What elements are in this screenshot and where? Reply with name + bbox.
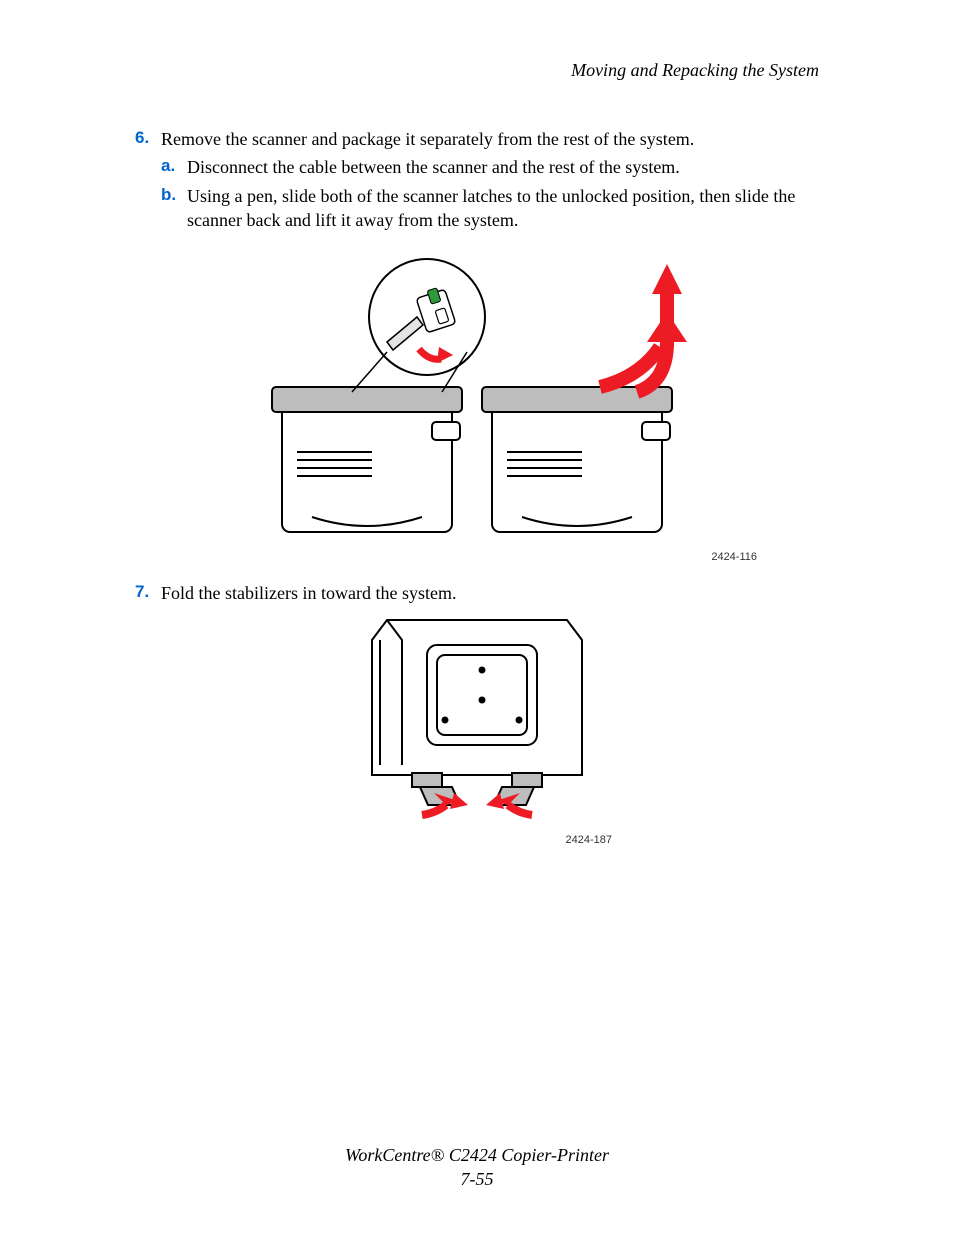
step-6b-marker: b. (161, 184, 176, 207)
figure-2-caption: 2424-187 (342, 834, 612, 846)
step-6b: b. Using a pen, slide both of the scanne… (161, 184, 819, 233)
step-6-marker: 6. (135, 127, 149, 150)
step-6b-text: Using a pen, slide both of the scanner l… (187, 186, 795, 230)
figure-scanner-latch: 2424-116 (135, 242, 819, 563)
step-6-substeps: a. Disconnect the cable between the scan… (161, 155, 819, 232)
step-7: 7. Fold the stabilizers in toward the sy… (135, 581, 819, 605)
footer-product: WorkCentre® C2424 Copier-Printer (0, 1144, 954, 1167)
step-6a: a. Disconnect the cable between the scan… (161, 155, 819, 179)
step-6a-text: Disconnect the cable between the scanner… (187, 157, 680, 177)
step-6a-marker: a. (161, 155, 175, 178)
stabilizers-diagram-icon (342, 615, 612, 825)
step-7-text: Fold the stabilizers in toward the syste… (161, 583, 456, 603)
scanner-latch-diagram-icon (262, 242, 692, 542)
document-page: Moving and Repacking the System 6. Remov… (0, 0, 954, 1235)
footer-page-number: 7-55 (0, 1168, 954, 1191)
figure-stabilizers: 2424-187 (135, 615, 819, 846)
section-header: Moving and Repacking the System (135, 60, 819, 81)
step-6: 6. Remove the scanner and package it sep… (135, 127, 819, 232)
page-footer: WorkCentre® C2424 Copier-Printer 7-55 (0, 1144, 954, 1191)
step-6-text: Remove the scanner and package it separa… (161, 129, 694, 149)
step-7-marker: 7. (135, 581, 149, 604)
figure-1-caption: 2424-116 (197, 551, 757, 563)
step-list: 6. Remove the scanner and package it sep… (135, 127, 819, 846)
